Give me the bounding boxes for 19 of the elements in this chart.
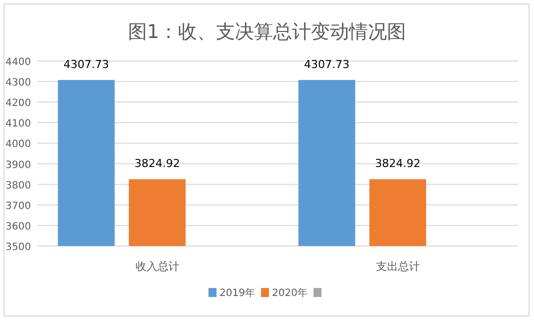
- legend-label: 2020年: [272, 287, 308, 299]
- y-tick-label: 3900: [6, 160, 31, 171]
- y-tick-label: 4100: [6, 118, 31, 130]
- y-tick-label: 3600: [6, 221, 31, 232]
- y-tick-label: 4200: [6, 98, 31, 110]
- data-label: 3824.92: [134, 157, 180, 170]
- y-tick-label: 3800: [6, 180, 31, 192]
- x-tick-label: 支出总计: [376, 260, 420, 273]
- data-label: 3824.92: [375, 157, 420, 170]
- y-tick-label: 3700: [6, 200, 31, 212]
- data-label: 4307.73: [304, 58, 350, 71]
- y-tick-label: 4300: [6, 78, 31, 89]
- y-tick-label: 3500: [6, 242, 31, 253]
- x-tick-label: 收入总计: [135, 260, 180, 273]
- y-tick-label: 4400: [6, 57, 31, 68]
- data-label: 4307.73: [64, 58, 110, 71]
- y-tick-label: 4000: [6, 139, 31, 150]
- legend-label: 2019年: [220, 287, 255, 299]
- chart-title: 图1：收、支决算总计变动情况图: [128, 21, 406, 43]
